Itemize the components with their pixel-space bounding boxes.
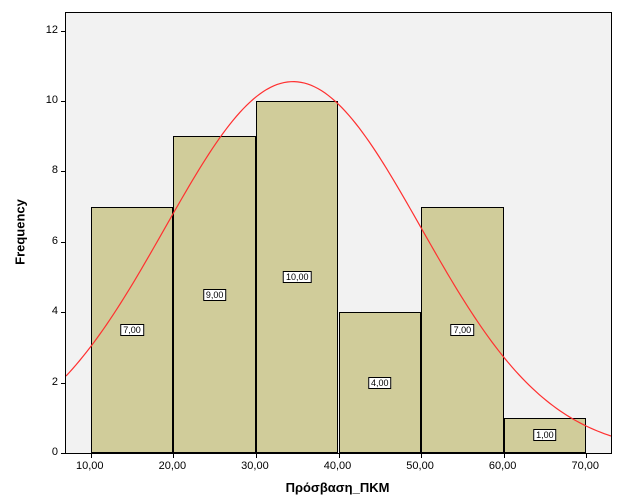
- y-tick-label: 10: [40, 94, 58, 106]
- x-tick-label: 20,00: [159, 460, 187, 472]
- histogram-bar: [256, 101, 339, 453]
- x-tick: [91, 453, 92, 458]
- y-tick: [61, 101, 66, 102]
- x-tick: [504, 453, 505, 458]
- histogram-bar: [91, 207, 174, 453]
- y-tick-label: 0: [40, 446, 58, 458]
- y-tick: [61, 312, 66, 313]
- plot-panel: 7,009,0010,004,007,001,00: [65, 12, 612, 454]
- y-tick: [61, 171, 66, 172]
- y-tick-label: 4: [40, 305, 58, 317]
- y-axis-title: Frequency: [13, 199, 28, 265]
- histogram-bar: [504, 418, 587, 453]
- y-tick-label: 2: [40, 376, 58, 388]
- x-tick: [173, 453, 174, 458]
- x-tick: [421, 453, 422, 458]
- x-tick-label: 50,00: [406, 460, 434, 472]
- y-tick-label: 6: [40, 235, 58, 247]
- x-tick: [339, 453, 340, 458]
- y-tick-label: 8: [40, 164, 58, 176]
- histogram-bar: [173, 136, 256, 453]
- x-tick-label: 10,00: [76, 460, 104, 472]
- x-tick-label: 70,00: [571, 460, 599, 472]
- y-tick: [61, 31, 66, 32]
- x-tick-label: 40,00: [324, 460, 352, 472]
- histogram-chart: 7,009,0010,004,007,001,00 10,00 20,00 30,00…: [0, 0, 629, 504]
- histogram-bar: [421, 207, 504, 453]
- x-axis-title: Πρόσβαση_ΠΚΜ: [286, 480, 390, 495]
- x-tick-label: 30,00: [241, 460, 269, 472]
- y-tick: [61, 242, 66, 243]
- x-tick: [586, 453, 587, 458]
- histogram-bar: [339, 312, 422, 453]
- y-tick: [61, 383, 66, 384]
- x-tick: [256, 453, 257, 458]
- y-tick-label: 12: [40, 24, 58, 36]
- y-tick: [61, 453, 66, 454]
- x-tick-label: 60,00: [489, 460, 517, 472]
